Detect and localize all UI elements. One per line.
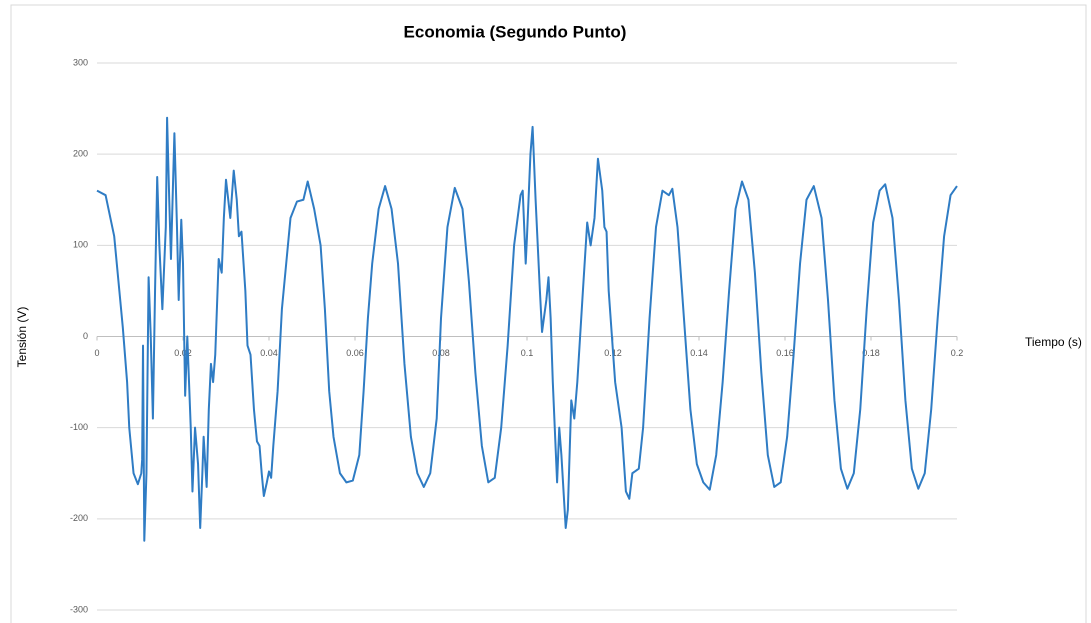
x-tick-label: 0.2 bbox=[951, 348, 964, 358]
y-tick-label: 100 bbox=[73, 240, 88, 250]
y-tick-label: 0 bbox=[83, 331, 88, 341]
y-tick-label: -300 bbox=[70, 604, 88, 614]
line-series bbox=[96, 116, 958, 542]
x-tick-label: 0.08 bbox=[432, 348, 450, 358]
x-tick-label: 0.02 bbox=[174, 348, 192, 358]
y-axis-label: Tensión (V) bbox=[15, 307, 29, 368]
y-tick-label: -200 bbox=[70, 513, 88, 523]
x-tick-label: 0.1 bbox=[521, 348, 534, 358]
x-tick-label: 0.06 bbox=[346, 348, 364, 358]
x-tick-label: 0.18 bbox=[862, 348, 880, 358]
y-tick-label: -100 bbox=[70, 422, 88, 432]
chart-border bbox=[10, 4, 1087, 623]
x-tick-label: 0.04 bbox=[260, 348, 278, 358]
y-tick-label: 300 bbox=[73, 57, 88, 67]
y-tick-label: 200 bbox=[73, 149, 88, 159]
x-tick-label: 0.14 bbox=[690, 348, 708, 358]
chart-title: Economia (Segundo Punto) bbox=[404, 22, 627, 41]
x-tick-label: 0.16 bbox=[776, 348, 794, 358]
x-tick-label: 0 bbox=[94, 348, 99, 358]
x-axis-label: Tiempo (s) bbox=[1025, 335, 1082, 349]
